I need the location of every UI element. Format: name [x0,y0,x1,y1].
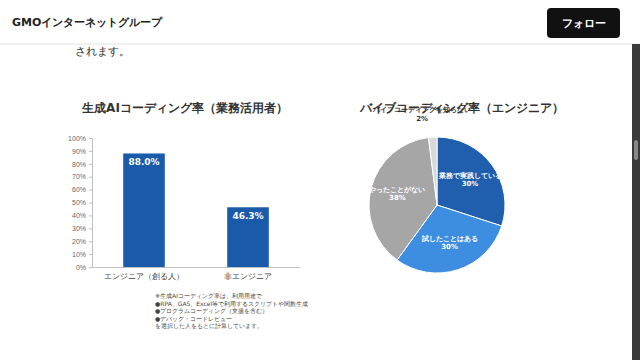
y-tick: 100% [68,135,92,142]
tick-label: 非エンジニア [224,272,272,281]
x-axis-line [93,267,301,268]
scroll-thumb[interactable] [634,140,638,160]
slice-label: 試したことはある30% [421,234,478,251]
tick-label: 100% [68,135,86,142]
brand: GMOインターネットグループ [12,16,163,29]
tick-label: 90% [72,148,86,155]
slice-value: 2% [416,115,428,123]
pie: 業務で実践している30%試したことはある30%やったことがない38%バイブコーデ… [368,105,505,273]
slice-label: やったことがない38% [368,186,425,202]
tick-label: エンジニア（創る人） [104,272,184,281]
tick-mark [89,151,92,152]
chart-title: バイブコーディング率（エンジニア） [359,101,564,115]
tick-mark [89,177,92,178]
tick-label: 30% [72,225,86,232]
note: ※生成AIコーディング率は、利用用途で [155,292,263,299]
y-tick: 50% [72,199,92,206]
y-tick: 90% [72,148,92,155]
tick-label: 0% [76,264,86,271]
scrollbar [632,44,640,360]
slice-category: やったことがない [368,186,425,194]
bar [227,207,269,267]
y-tick: 0% [76,264,92,271]
slice [428,137,437,205]
slice-label: バイブコーディングを知らない2% [372,105,471,122]
note: を選択した人をもとに計算しています。 [155,322,263,330]
data-label: 46.3% [232,211,263,221]
x-tick: エンジニア（創る人） [104,267,184,281]
x-axis: エンジニア（創る人） 非エンジニア [93,267,301,281]
y-tick: 40% [72,212,92,219]
y-axis: 0% 10% 20% 30% 40% 50% 60% 70% 80% 90% 100% [68,135,92,271]
tick-mark [89,164,92,165]
data-label: 88.0% [128,157,159,167]
tick-mark [89,228,92,229]
tick-mark [89,190,92,191]
chart-title: 生成AIコーディング率（業務活用者） [81,101,288,115]
tick-label: 80% [72,161,86,168]
follow-label[interactable]: フォロー [562,17,606,30]
tick-label: 70% [72,173,86,180]
slice-category: 業務で実践している [438,171,502,180]
y-axis-line [89,139,93,268]
tick-mark [89,241,92,242]
y-tick: 80% [72,161,92,168]
tick-label: 10% [72,251,86,258]
tick-mark [89,215,92,216]
note: ●デバッグ・コードレビュー [155,315,232,322]
y-tick: 30% [72,225,92,232]
tick-mark [89,254,92,255]
header-bar [0,0,640,44]
tick-label: 40% [72,212,86,219]
tick-label: 20% [72,238,86,245]
y-tick: 60% [72,186,92,193]
tick-mark [89,138,92,139]
x-tick: 非エンジニア [224,267,272,281]
y-tick: 70% [72,173,92,180]
tick-mark [89,203,92,204]
slice-value: 30% [441,243,458,251]
follow-button[interactable] [547,8,620,38]
background [0,0,640,360]
page: GMOインターネットグループ フォローされます。生成AIコーディング率（業務活用者… [0,0,640,360]
y-tick: 20% [72,238,92,245]
slice-label: 業務で実践している30% [438,171,502,188]
tick-mark [89,267,92,268]
slice-value: 30% [462,180,479,188]
tick-label: 60% [72,186,86,193]
bars [123,153,269,267]
tick-label: 50% [72,199,86,206]
slice-value: 38% [389,194,406,202]
y-tick: 10% [72,251,92,258]
slice-category: 試したことはある [421,234,478,243]
bar [123,153,165,267]
slide-text: されます。 [75,45,130,58]
slice-category: バイブコーディングを知らない [372,105,471,114]
